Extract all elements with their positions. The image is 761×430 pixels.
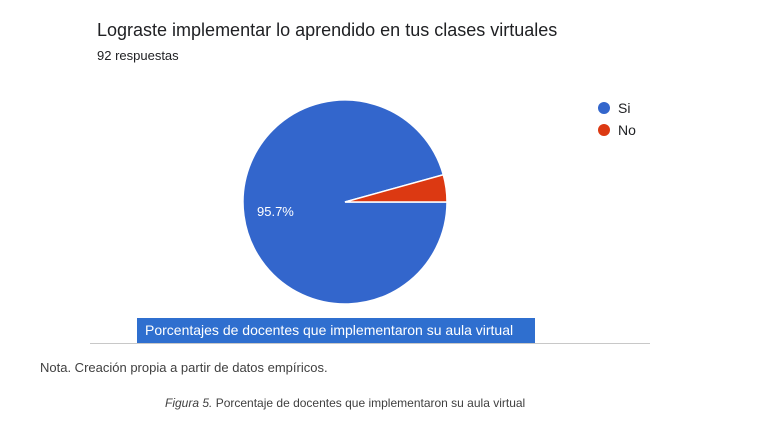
divider-line — [90, 343, 650, 344]
pie-slice-no[interactable] — [344, 173, 448, 203]
figure-label: Figura 5. — [165, 396, 213, 410]
legend-item-si[interactable]: Si — [598, 97, 636, 119]
figure-caption: Figura 5. Porcentaje de docentes que imp… — [165, 396, 525, 410]
chart-subtitle: 92 respuestas — [97, 48, 179, 63]
legend-swatch-no — [598, 124, 610, 136]
figure-caption-text: Porcentaje de docentes que implementaron… — [212, 396, 526, 410]
legend-label-no: No — [618, 122, 636, 138]
legend-label-si: Si — [618, 100, 631, 116]
pie-data-label-si: 95.7% — [257, 204, 294, 219]
note-text: Nota. Creación propia a partir de datos … — [40, 360, 328, 375]
chart-title: Lograste implementar lo aprendido en tus… — [97, 20, 558, 40]
legend-item-no[interactable]: No — [598, 119, 636, 141]
chart-legend: Si No — [598, 97, 636, 141]
legend-swatch-si — [598, 102, 610, 114]
caption-box: Porcentajes de docentes que implementaro… — [137, 318, 535, 343]
